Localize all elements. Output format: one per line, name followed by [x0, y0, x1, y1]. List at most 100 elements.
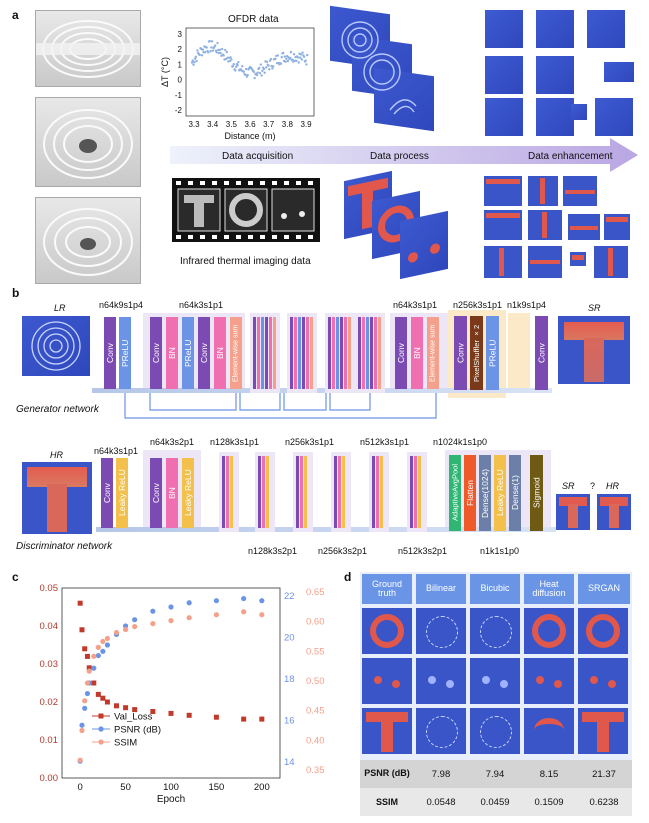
ofdr-point: [190, 61, 194, 64]
ofdr-ytick: 1: [178, 60, 183, 69]
ofdr-point: [210, 46, 213, 49]
header-bilinear: Bilinear: [416, 574, 466, 604]
ssim-heat-diffusion: 0.1509: [534, 796, 564, 808]
disc-baseline: [96, 527, 556, 532]
ofdr-point: [193, 57, 197, 60]
gen-skip-connections: [124, 393, 437, 419]
enhanced-heat-tile: [528, 176, 558, 206]
sample-photo-spiral: [35, 10, 141, 87]
gen-conv-5: Conv: [454, 316, 467, 390]
disc-conv-1: Conv: [101, 458, 113, 528]
ssim-srgan: 0.6238: [589, 796, 619, 808]
disc-dense-1024: Dense(1024): [479, 455, 491, 531]
ofdr-point: [193, 60, 196, 64]
psnr-bilinear: 7.98: [431, 768, 451, 780]
ofdr-point: [265, 66, 268, 69]
comparison-tile: [578, 658, 628, 704]
ofdr-point: [228, 59, 232, 63]
psnr-point: [241, 595, 247, 602]
legend-entry: SSIM: [114, 738, 137, 749]
psnr-srgan: 21.37: [592, 768, 616, 780]
ofdr-point: [192, 63, 195, 66]
gen-resblock-layer: [374, 317, 377, 389]
ofdr-point: [265, 60, 269, 64]
ofdr-ytick: 2: [178, 45, 183, 54]
gen-resblock-layer: [269, 317, 272, 389]
enhanced-tile: [485, 98, 523, 136]
ofdr-point: [276, 54, 280, 57]
ofdr-point: [236, 64, 239, 67]
ofdr-ytick: 3: [178, 30, 183, 39]
gen-resblock-layer: [336, 317, 339, 389]
comparison-tile: [416, 608, 466, 654]
val-loss-point: [91, 680, 97, 686]
ofdr-point: [198, 53, 201, 57]
stage-enhancement: Data enhancement: [528, 151, 613, 162]
gen-resblock-layer: [310, 317, 313, 389]
ofdr-xtick: 3.3: [188, 120, 200, 129]
ofdr-point: [271, 67, 274, 70]
enhanced-heat-tile: [528, 210, 562, 240]
ofdr-point: [234, 65, 238, 68]
disc-param-2: n64k3s2p1: [150, 437, 195, 447]
comparison-tile: [416, 708, 466, 754]
psnr-heat-diffusion: 8.15: [539, 768, 559, 780]
ofdr-point: [194, 55, 198, 59]
psnr-bicubic: 7.94: [485, 768, 505, 780]
right2-ytick: 0.55: [306, 646, 325, 657]
ofdr-point: [207, 51, 210, 54]
ofdr-point: [196, 49, 199, 52]
psnr-point: [91, 665, 97, 671]
ofdr-point: [291, 58, 294, 61]
ofdr-point: [280, 56, 283, 59]
gen-resblock-layer: [344, 317, 347, 389]
panel-b-letter: b: [12, 286, 20, 300]
disc-block-layer: [266, 456, 269, 528]
gen-conv-4: Conv: [395, 317, 407, 389]
val-loss-point: [86, 665, 92, 671]
ofdr-point: [229, 56, 232, 59]
enhanced-heat-tile: [568, 214, 600, 240]
ofdr-title: OFDR data: [228, 14, 279, 25]
ssim-point: [77, 757, 83, 763]
hr-label: HR: [50, 450, 63, 460]
pipeline-arrow: [170, 138, 638, 172]
right1-ytick: 16: [284, 716, 295, 727]
val-loss-point: [150, 709, 156, 714]
header-bicubic: Bicubic: [470, 574, 520, 604]
gen-baseline: [92, 388, 552, 393]
ofdr-point: [209, 50, 212, 53]
ofdr-point: [286, 59, 290, 63]
disc-adaptiveavgpool: AdaptiveAvgPool: [449, 455, 461, 531]
gen-conv-2: Conv: [150, 317, 162, 389]
gen-resblock-layer: [306, 317, 309, 389]
enhanced-heat-tile: [594, 246, 628, 278]
right2-ytick: 0.40: [306, 735, 325, 746]
ofdr-point: [306, 53, 309, 57]
ssim-point: [150, 621, 156, 627]
val-loss-point: [79, 627, 85, 633]
ofdr-point: [220, 47, 224, 51]
gen-conv-3: Conv: [198, 317, 210, 389]
legend-marker: [98, 726, 104, 732]
chart-xtick: 200: [254, 782, 270, 793]
ssim-point: [84, 680, 91, 686]
sr-image: [558, 316, 630, 384]
discriminator-label: Discriminator network: [16, 541, 113, 552]
psnr-row-label: PSNR (dB): [364, 768, 410, 779]
right2-ytick: 0.35: [306, 765, 325, 776]
ofdr-point: [292, 53, 296, 56]
ssim-bilinear: 0.0548: [426, 796, 456, 808]
psnr-point: [132, 617, 138, 623]
ofdr-point: [210, 40, 214, 43]
disc-block-layer: [414, 456, 417, 528]
gen-resblock-layer: [298, 317, 301, 389]
psnr-point: [82, 705, 88, 711]
ofdr-point: [262, 67, 266, 71]
process-spiral-overlay: [341, 21, 417, 115]
comparison-tile: [470, 608, 520, 654]
disc-block-layer: [222, 456, 225, 528]
ofdr-point: [232, 63, 235, 66]
ofdr-point: [284, 60, 287, 63]
thermal-filmstrip: [172, 178, 320, 242]
